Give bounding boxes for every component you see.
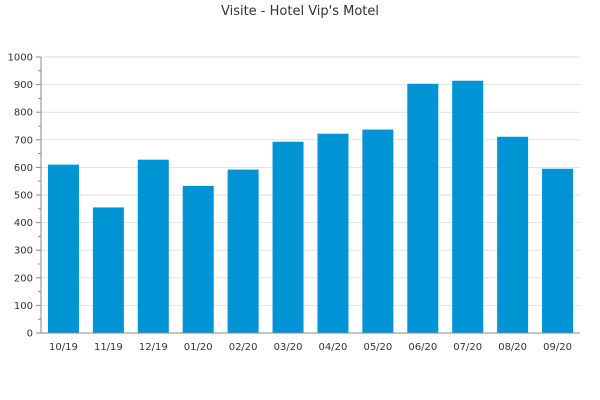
y-tick-label: 1000 xyxy=(8,53,33,64)
x-tick-label: 02/20 xyxy=(229,342,258,353)
bar-03-20 xyxy=(272,141,304,333)
x-tick-label: 03/20 xyxy=(274,342,303,353)
y-tick-label: 600 xyxy=(14,163,33,174)
axes xyxy=(36,56,580,334)
bar-06-20 xyxy=(407,83,439,333)
x-tick-label: 10/19 xyxy=(49,342,78,353)
bar-04-20 xyxy=(317,133,349,333)
chart-title: Visite - Hotel Vip's Motel xyxy=(221,4,379,19)
x-tick-label: 07/20 xyxy=(453,342,482,353)
bar-11-19 xyxy=(92,207,124,333)
bar-09-20 xyxy=(542,168,574,333)
bars xyxy=(47,80,574,334)
y-axis-ticks: 0 100 200 300 400 500 600 700 800 900 1000 xyxy=(8,53,33,340)
x-tick-label: 11/19 xyxy=(94,342,123,353)
y-tick-label: 800 xyxy=(14,108,33,119)
x-tick-label: 01/20 xyxy=(184,342,213,353)
x-tick-label: 12/19 xyxy=(139,342,168,353)
x-tick-label: 06/20 xyxy=(408,342,437,353)
bar-08-20 xyxy=(497,136,529,333)
bar-02-20 xyxy=(227,169,259,333)
y-tick-label: 300 xyxy=(14,246,33,257)
y-tick-label: 900 xyxy=(14,80,33,91)
y-tick-label: 0 xyxy=(27,329,33,340)
bar-01-20 xyxy=(182,185,214,333)
bar-12-19 xyxy=(137,159,169,333)
gridlines xyxy=(41,56,580,306)
x-tick-label: 04/20 xyxy=(319,342,348,353)
bar-07-20 xyxy=(452,80,484,334)
y-tick-label: 400 xyxy=(14,218,33,229)
x-tick-label: 08/20 xyxy=(498,342,527,353)
bar-10-19 xyxy=(47,164,79,333)
x-axis-ticks: 10/19 11/19 12/19 01/20 02/20 03/20 04/20 05/20… xyxy=(49,342,572,353)
y-tick-label: 200 xyxy=(14,273,33,284)
y-tick-label: 700 xyxy=(14,135,33,146)
bar-05-20 xyxy=(362,129,394,333)
x-tick-label: 05/20 xyxy=(363,342,392,353)
y-tick-label: 100 xyxy=(14,301,33,312)
x-tick-label: 09/20 xyxy=(543,342,572,353)
y-tick-label: 500 xyxy=(14,191,33,202)
